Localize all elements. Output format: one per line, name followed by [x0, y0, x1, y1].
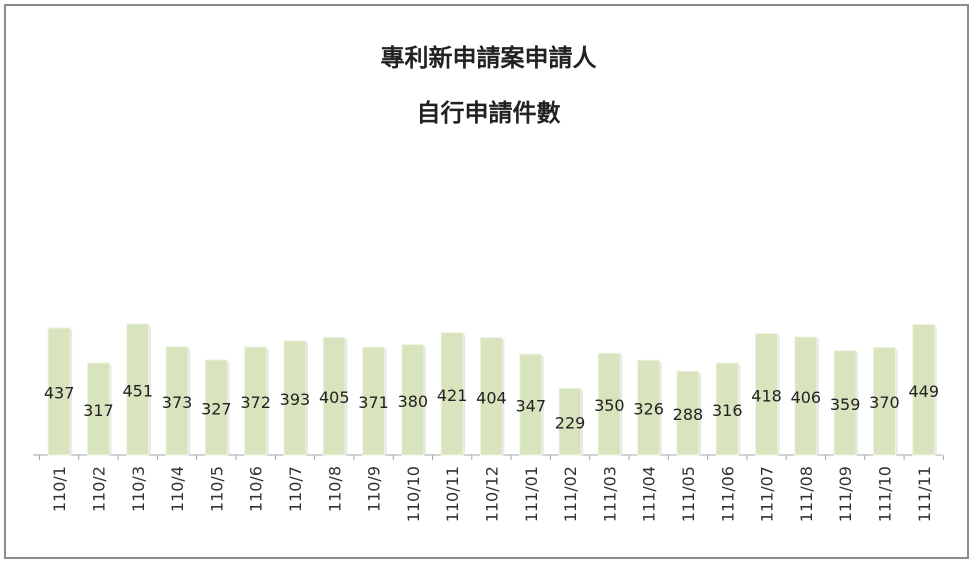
x-tick-label: 111/02 [561, 466, 580, 522]
x-tick-label: 111/01 [522, 466, 541, 522]
x-tick-label: 111/03 [600, 466, 619, 522]
data-label: 421 [437, 386, 468, 405]
x-tick-label: 111/05 [679, 466, 698, 522]
data-label: 370 [869, 393, 900, 412]
data-label: 316 [712, 401, 743, 420]
x-tick-label: 110/5 [207, 466, 226, 512]
data-label: 405 [319, 388, 350, 407]
x-tick-label: 111/04 [640, 466, 659, 522]
data-label: 418 [751, 386, 782, 405]
data-label: 404 [476, 388, 507, 407]
data-label: 317 [83, 401, 114, 420]
x-tick-label: 110/10 [404, 466, 423, 522]
x-tick-label: 110/1 [50, 466, 69, 512]
x-tick-label: 110/8 [325, 466, 344, 512]
x-tick-label: 110/12 [482, 466, 501, 522]
x-tick-label: 110/11 [443, 466, 462, 522]
x-tick-label: 111/10 [875, 466, 894, 522]
data-label: 451 [122, 381, 153, 400]
data-label: 288 [673, 405, 704, 424]
data-label: 437 [44, 384, 75, 403]
data-label: 449 [908, 382, 939, 401]
x-tick-label: 111/08 [797, 466, 816, 522]
x-tick-label: 110/3 [129, 466, 148, 512]
x-tick-label: 110/4 [168, 466, 187, 512]
data-label: 326 [633, 400, 664, 419]
x-tick-label: 110/2 [89, 466, 108, 512]
data-label: 371 [358, 393, 389, 412]
data-label: 350 [594, 396, 625, 415]
x-tick-label: 110/6 [247, 466, 266, 512]
data-label: 393 [280, 390, 311, 409]
x-tick-label: 111/09 [836, 466, 855, 522]
data-label: 229 [555, 414, 586, 433]
data-label: 372 [240, 393, 271, 412]
data-label: 406 [791, 388, 822, 407]
data-label: 380 [398, 392, 429, 411]
data-label: 373 [162, 393, 193, 412]
x-tick-label: 110/7 [286, 466, 305, 512]
x-tick-label: 111/06 [718, 466, 737, 522]
data-label: 359 [830, 395, 861, 414]
x-tick-label: 110/9 [365, 466, 384, 512]
x-tick-label: 111/07 [758, 466, 777, 522]
data-label: 347 [515, 397, 546, 416]
x-tick-label: 111/11 [915, 466, 934, 522]
data-label: 327 [201, 399, 232, 418]
